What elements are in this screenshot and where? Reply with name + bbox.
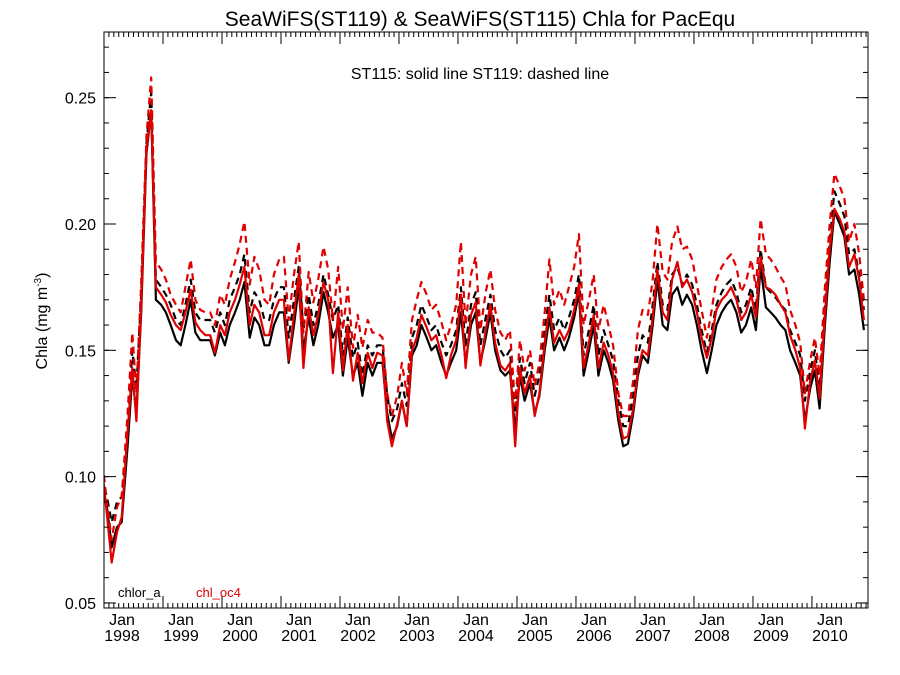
- chart-annotation: ST115: solid line ST119: dashed line: [351, 66, 609, 83]
- legend-item-chlor-a: chlor_a: [118, 585, 161, 600]
- series-line-chl-oc4-st115: [104, 109, 865, 564]
- y-axis-label: Chla (mg m-3): [33, 273, 51, 370]
- x-tick-label-year: 1999: [163, 628, 199, 645]
- y-axis: 0.05 0.10 0.15 0.20 0.25: [65, 46, 868, 613]
- y-tick-label: 0.20: [65, 217, 96, 234]
- y-tick-label: 0.25: [65, 91, 96, 108]
- x-tick-label-month: Jan: [286, 612, 312, 629]
- x-tick-label-year: 2001: [281, 628, 317, 645]
- x-tick-label-year: 2003: [399, 628, 435, 645]
- series-line-chlor-a-st119: [104, 91, 865, 524]
- x-tick-label-year: 2000: [222, 628, 258, 645]
- x-tick-label-month: Jan: [522, 612, 548, 629]
- chart-title: SeaWiFS(ST119) & SeaWiFS(ST115) Chla for…: [225, 8, 735, 31]
- x-tick-label-month: Jan: [581, 612, 607, 629]
- x-tick-label-month: Jan: [227, 612, 253, 629]
- y-axis-label-main: Chla (mg m: [34, 287, 51, 370]
- x-tick-label-month: Jan: [463, 612, 489, 629]
- series-layer: [104, 76, 865, 564]
- x-tick-label-month: Jan: [168, 612, 194, 629]
- y-tick-label: 0.10: [65, 470, 96, 487]
- x-tick-label-year: 2004: [458, 628, 494, 645]
- x-tick-label-month: Jan: [109, 612, 135, 629]
- x-tick-label-year: 2007: [635, 628, 671, 645]
- x-axis: Jan1998Jan1999Jan2000Jan2001Jan2002Jan20…: [103, 32, 867, 645]
- x-tick-label-year: 2008: [694, 628, 730, 645]
- y-axis-label-close: ): [34, 273, 51, 278]
- x-tick-label-year: 2002: [340, 628, 376, 645]
- x-tick-label-year: 2009: [753, 628, 789, 645]
- x-tick-label-month: Jan: [345, 612, 371, 629]
- y-tick-label: 0.15: [65, 343, 96, 360]
- legend-item-chl-oc4: chl_oc4: [196, 585, 241, 600]
- x-tick-label-month: Jan: [640, 612, 666, 629]
- x-tick-label-year: 2005: [517, 628, 553, 645]
- x-tick-label-month: Jan: [699, 612, 725, 629]
- y-axis-label-superscript: -3: [33, 277, 44, 286]
- x-tick-label-year: 1998: [104, 628, 140, 645]
- x-tick-label-month: Jan: [817, 612, 843, 629]
- x-tick-label-month: Jan: [404, 612, 430, 629]
- series-line-chl-oc4-st119: [104, 76, 865, 541]
- y-tick-label: 0.05: [65, 596, 96, 613]
- x-tick-label-month: Jan: [758, 612, 784, 629]
- x-tick-label-year: 2010: [812, 628, 848, 645]
- x-tick-label-year: 2006: [576, 628, 612, 645]
- plot-frame: [103, 31, 869, 609]
